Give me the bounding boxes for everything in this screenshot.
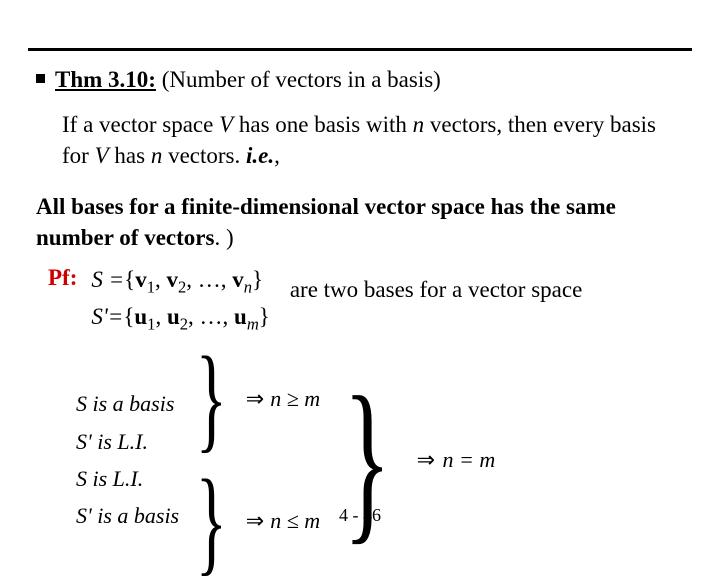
text: . ) <box>214 225 233 250</box>
var-V: V <box>95 143 109 168</box>
set-Sprime: S'={u1, u2, …, um} <box>91 300 269 337</box>
u: u <box>134 304 147 329</box>
S-eq: S = <box>91 267 124 292</box>
v: v <box>232 267 244 292</box>
sub: m <box>247 314 259 333</box>
proof-label: Pf: <box>36 263 77 291</box>
bullet-icon <box>36 74 45 83</box>
text: S' is L.I. <box>76 429 148 454</box>
text: , <box>274 143 280 168</box>
Sprime-eq: S'= <box>91 304 123 329</box>
v: v <box>135 267 147 292</box>
result: ⇒ n = m <box>415 447 496 473</box>
horizontal-rule <box>28 48 692 51</box>
var-n: n <box>413 112 425 137</box>
text: All bases for a finite-dimensional vecto… <box>36 194 616 250</box>
v: v <box>166 267 178 292</box>
math-derivation: S is a basis S' is L.I. S is L.I. S' is … <box>76 354 684 565</box>
theorem-heading: Thm 3.10: (Number of vectors in a basis) <box>55 64 441 95</box>
set-S: S ={v1, v2, …, vn} <box>91 263 269 300</box>
page-number: 4 - 46 <box>0 505 720 526</box>
right-brace-icon: } <box>196 354 227 443</box>
text: vectors. <box>162 143 246 168</box>
two-bases-text: are two bases for a vector space <box>284 263 582 303</box>
sub: 1 <box>147 278 155 297</box>
sets-column: S ={v1, v2, …, vn} S'={u1, u2, …, um} <box>91 263 269 336</box>
text: If a vector space <box>62 112 219 137</box>
brace-close: } <box>259 304 270 329</box>
u: u <box>234 304 247 329</box>
arrow-icon: ⇒ <box>417 447 435 473</box>
theorem-title: (Number of vectors in a basis) <box>162 67 441 92</box>
brace-close: } <box>252 267 263 292</box>
arrow-icon: ⇒ <box>246 387 264 411</box>
implication: } ⇒ n ≥ m <box>197 354 320 443</box>
premise: S' is L.I. <box>76 423 179 460</box>
eq: n = m <box>443 447 496 472</box>
sub: 1 <box>147 314 155 333</box>
var-n: n <box>151 143 163 168</box>
var-V: V <box>219 112 233 137</box>
text: S is L.I. <box>76 466 143 491</box>
sub: 2 <box>180 314 188 333</box>
ellipsis: , …, <box>186 267 232 292</box>
theorem-heading-row: Thm 3.10: (Number of vectors in a basis) <box>36 64 684 95</box>
implications-column: } ⇒ n ≥ m } ⇒ n ≤ m <box>197 354 320 565</box>
slide-content: Thm 3.10: (Number of vectors in a basis)… <box>36 64 684 565</box>
ellipsis: , …, <box>188 304 234 329</box>
premise: S is a basis <box>76 385 179 422</box>
ineq: n ≥ m <box>270 387 320 411</box>
text: has <box>109 143 151 168</box>
theorem-body: If a vector space V has one basis with n… <box>62 109 684 171</box>
text: S is a basis <box>76 391 174 416</box>
premise: S is L.I. <box>76 460 179 497</box>
brace-open: { <box>124 267 135 292</box>
proof-row: Pf: S ={v1, v2, …, vn} S'={u1, u2, …, um… <box>36 263 684 336</box>
sub: n <box>244 278 252 297</box>
ie: i.e. <box>246 143 274 168</box>
text: has one basis with <box>233 112 413 137</box>
theorem-label: Thm 3.10: <box>55 67 156 92</box>
all-bases-statement: All bases for a finite-dimensional vecto… <box>36 191 684 253</box>
brace-open: { <box>123 304 134 329</box>
u: u <box>167 304 180 329</box>
